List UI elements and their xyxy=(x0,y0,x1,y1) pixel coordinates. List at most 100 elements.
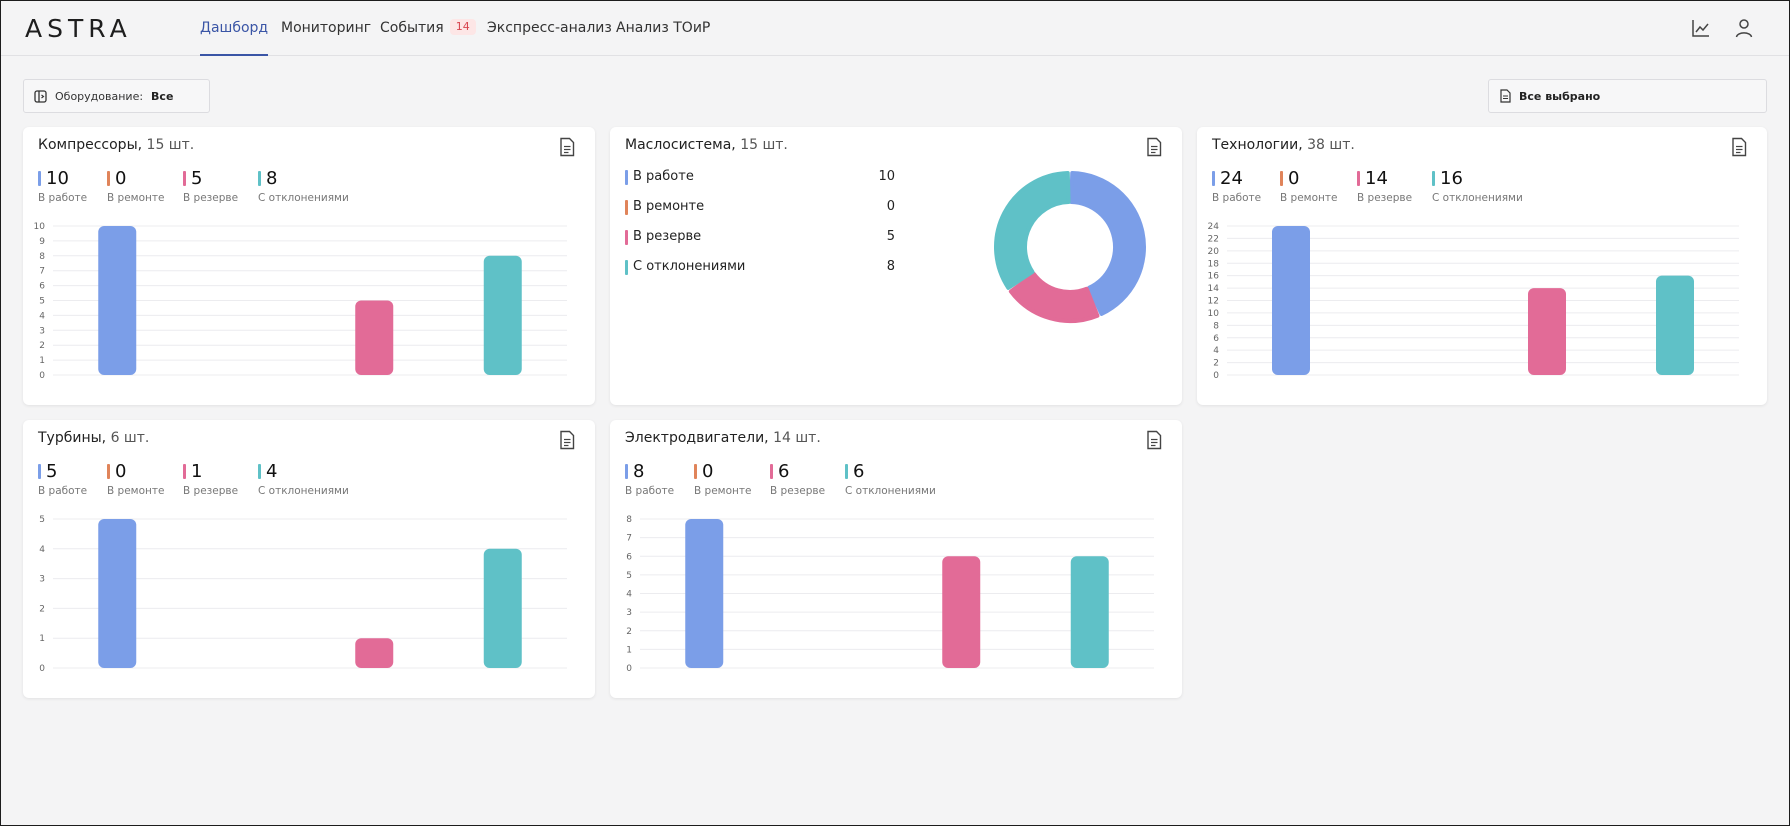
y-tick-label: 1 xyxy=(39,356,45,366)
stat-label: С отклонениями xyxy=(1432,192,1523,204)
y-tick-label: 2 xyxy=(1213,359,1219,369)
y-tick-label: 3 xyxy=(39,326,45,336)
y-tick-label: 1 xyxy=(39,634,45,644)
stat-label: В резерве xyxy=(183,192,239,204)
bar-deviation[interactable] xyxy=(483,255,522,375)
card-title-text: Электродвигатели, xyxy=(625,430,769,446)
user-icon[interactable] xyxy=(1733,17,1755,39)
legend-swatch xyxy=(625,260,628,275)
legend-value: 8 xyxy=(886,259,895,274)
y-tick-label: 4 xyxy=(39,545,45,555)
bar-reserve[interactable] xyxy=(355,300,394,376)
y-tick-label: 8 xyxy=(1213,321,1219,331)
donut-slice-working[interactable] xyxy=(1069,171,1146,316)
stat-value: 16 xyxy=(1432,168,1523,190)
card-title: Маслосистема, 15 шт. xyxy=(625,137,788,153)
stat-value: 1 xyxy=(183,461,238,483)
card-title: Компрессоры, 15 шт. xyxy=(38,137,194,153)
bar-working[interactable] xyxy=(98,519,137,668)
card-title-text: Технологии, xyxy=(1212,137,1303,153)
y-tick-label: 20 xyxy=(1208,247,1220,257)
stat-working: 10 В работе xyxy=(38,168,87,204)
chart-technologies: 0 2 4 6 8 10 12 14 16 18 20 22 24 xyxy=(1197,219,1767,399)
card-title: Турбины, 6 шт. xyxy=(38,430,149,446)
donut-slice-reserve[interactable] xyxy=(1008,272,1100,323)
card-title: Электродвигатели, 14 шт. xyxy=(625,430,821,446)
legend-label: В ремонте xyxy=(633,199,705,214)
y-tick-label: 4 xyxy=(626,590,632,600)
top-header: ASTRA Дашборд Мониторинг События 14 Экспр… xyxy=(0,0,1790,56)
y-tick-label: 4 xyxy=(39,311,45,321)
stat-label: В работе xyxy=(625,485,675,497)
stat-label: С отклонениями xyxy=(258,192,349,204)
stat-value: 5 xyxy=(183,168,238,190)
y-tick-label: 7 xyxy=(626,534,632,544)
bar-working[interactable] xyxy=(1272,226,1310,375)
stat-value: 5 xyxy=(38,461,87,483)
stat-value: 8 xyxy=(625,461,674,483)
y-tick-label: 8 xyxy=(39,252,45,262)
y-tick-label: 3 xyxy=(626,608,632,618)
tab-maintenance-analysis[interactable]: Анализ ТОиР xyxy=(616,0,710,56)
tab-express-analysis[interactable]: Экспресс-анализ xyxy=(487,0,612,56)
y-tick-label: 14 xyxy=(1208,284,1220,294)
card-count: 38 шт. xyxy=(1307,137,1355,153)
card-count: 6 шт. xyxy=(110,430,150,446)
report-icon[interactable] xyxy=(1145,430,1163,450)
legend-swatch xyxy=(625,200,628,215)
chart-line-icon[interactable] xyxy=(1690,17,1712,39)
stat-repair: 0 В ремонте xyxy=(1280,168,1337,204)
tab-events[interactable]: События 14 xyxy=(380,0,476,56)
legend-row-working: В работе 10 xyxy=(625,169,895,187)
report-icon[interactable] xyxy=(558,137,576,157)
bar-deviation[interactable] xyxy=(1656,275,1694,375)
bar-reserve[interactable] xyxy=(355,638,394,668)
y-tick-label: 1 xyxy=(626,645,632,655)
equipment-filter-label: Оборудование: xyxy=(55,89,144,103)
events-count-badge: 14 xyxy=(449,19,476,35)
bar-working[interactable] xyxy=(98,226,137,375)
bar-working[interactable] xyxy=(685,519,724,668)
card-count: 14 шт. xyxy=(773,430,821,446)
bar-reserve[interactable] xyxy=(942,556,981,668)
document-icon xyxy=(1500,89,1511,103)
report-icon[interactable] xyxy=(1145,137,1163,157)
card-count: 15 шт. xyxy=(740,137,788,153)
card-title-text: Маслосистема, xyxy=(625,137,736,153)
tab-maintenance-analysis-label: Анализ ТОиР xyxy=(616,20,711,36)
equipment-filter[interactable]: Оборудование: Все xyxy=(23,79,210,113)
stat-value: 4 xyxy=(258,461,349,483)
legend-label: В работе xyxy=(633,169,694,184)
stat-label: В работе xyxy=(38,485,88,497)
bar-deviation[interactable] xyxy=(1070,556,1109,668)
chart-electric-motors: 0 1 2 3 4 5 6 7 8 xyxy=(610,512,1182,692)
legend-value: 5 xyxy=(886,229,895,244)
astra-logo[interactable]: ASTRA xyxy=(25,14,132,43)
stat-reserve: 5 В резерве xyxy=(183,168,238,204)
report-icon[interactable] xyxy=(558,430,576,450)
stat-reserve: 1 В резерве xyxy=(183,461,238,497)
tab-dashboard[interactable]: Дашборд xyxy=(200,0,269,56)
y-tick-label: 12 xyxy=(1208,297,1219,307)
donut-slice-deviation[interactable] xyxy=(994,171,1071,290)
y-tick-label: 2 xyxy=(626,627,632,637)
chart-compressors: 0 1 2 3 4 5 6 7 8 9 10 xyxy=(23,219,595,399)
legend-value: 0 xyxy=(886,199,895,214)
stat-label: С отклонениями xyxy=(845,485,936,497)
y-tick-label: 7 xyxy=(39,267,45,277)
stat-reserve: 6 В резерве xyxy=(770,461,825,497)
report-icon[interactable] xyxy=(1730,137,1748,157)
y-tick-label: 16 xyxy=(1208,272,1220,282)
card-electric-motors: Электродвигатели, 14 шт. 8 В работе 0 В … xyxy=(610,420,1182,698)
stat-value: 10 xyxy=(38,168,87,190)
stat-label: С отклонениями xyxy=(258,485,349,497)
selection-filter[interactable]: Все выбрано xyxy=(1488,79,1767,113)
y-tick-label: 0 xyxy=(39,664,45,674)
bar-deviation[interactable] xyxy=(483,548,522,668)
stat-working: 5 В работе xyxy=(38,461,87,497)
y-tick-label: 4 xyxy=(1213,346,1219,356)
panel-icon xyxy=(34,89,47,103)
tab-monitoring[interactable]: Мониторинг xyxy=(281,0,371,56)
bar-reserve[interactable] xyxy=(1528,288,1566,375)
